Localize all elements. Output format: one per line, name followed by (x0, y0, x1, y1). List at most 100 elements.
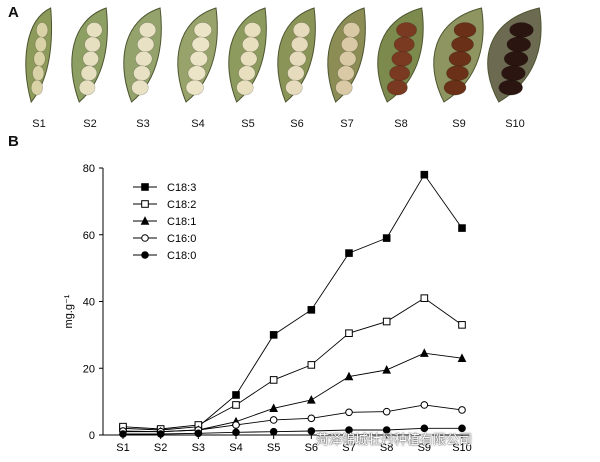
data-point (458, 224, 466, 232)
data-point (420, 170, 429, 179)
x-tick-label: S6 (305, 442, 318, 454)
seed (243, 22, 262, 38)
seed (337, 65, 355, 81)
seed (136, 36, 155, 53)
data-point (269, 376, 278, 384)
seed (185, 79, 204, 96)
seed (241, 36, 260, 53)
legend-marker (140, 216, 150, 225)
data-point (156, 430, 165, 438)
pod-label: S3 (136, 118, 150, 130)
seed (339, 50, 357, 67)
pod-label: S4 (191, 118, 205, 130)
series-line (122, 404, 463, 433)
seed (187, 65, 206, 81)
data-point (344, 371, 354, 381)
pod-label: S6 (290, 118, 304, 130)
legend-marker (141, 183, 149, 191)
watermark: 菏泽锦城牡丹种植有限公司 (316, 432, 473, 447)
x-tick-label: S9 (418, 442, 431, 454)
data-point (119, 430, 127, 438)
pod-label: S2 (83, 118, 97, 130)
seed (78, 79, 96, 96)
y-tick-label: 80 (83, 163, 95, 175)
pod-s7: S7 (322, 6, 372, 130)
y-tick-label: 0 (89, 430, 95, 442)
seed (135, 50, 153, 67)
series-line (122, 173, 463, 431)
y-tick-label: 40 (83, 297, 95, 309)
legend-marker (141, 251, 149, 259)
data-point (232, 391, 240, 399)
data-point (307, 427, 316, 435)
x-tick-label: S5 (267, 442, 280, 454)
legend-label: C18:3 (167, 182, 196, 194)
data-point (306, 395, 316, 404)
x-tick-label: S2 (154, 442, 167, 454)
pod-s2: S2 (66, 6, 114, 130)
data-point (458, 406, 466, 414)
seed (191, 36, 210, 53)
legend-label: C18:2 (167, 199, 196, 211)
seed (285, 79, 303, 96)
seed (238, 65, 256, 81)
seed (451, 36, 474, 53)
seed (240, 50, 258, 67)
data-point (345, 408, 353, 417)
data-point (382, 407, 391, 416)
seed (289, 50, 307, 67)
data-point (307, 414, 316, 423)
legend-label: C18:1 (167, 216, 196, 228)
seed-pod-row: S1 S2 S3 S4 S5 S6 S7 S8 S9 S10 (20, 6, 600, 130)
seed (287, 65, 305, 81)
x-tick-label: S4 (229, 442, 242, 454)
data-point (345, 249, 353, 257)
series-line (123, 352, 463, 433)
series-line (122, 297, 463, 430)
data-point (458, 321, 466, 329)
seed (86, 22, 103, 38)
y-axis-label: mg.g⁻¹ (63, 294, 75, 328)
data-point (420, 401, 429, 409)
seed (389, 65, 411, 81)
seed (290, 36, 309, 53)
data-point (232, 401, 240, 409)
data-point (345, 329, 353, 338)
pod-s4: S4 (172, 6, 224, 130)
pod-label: S8 (394, 118, 408, 130)
data-point (194, 429, 203, 438)
panel-label-a: A (8, 4, 19, 21)
data-point (382, 234, 391, 242)
data-point (269, 416, 278, 424)
seed (32, 65, 45, 81)
seed (340, 36, 359, 53)
data-point (420, 294, 429, 302)
seed (509, 22, 534, 38)
legend-marker (141, 200, 149, 208)
data-point (269, 427, 278, 436)
pod-label: S5 (241, 118, 255, 130)
data-point (232, 428, 240, 437)
seed (193, 22, 212, 38)
data-point (232, 421, 240, 429)
seed (386, 79, 408, 96)
seed (33, 50, 46, 67)
seed (391, 50, 413, 67)
seed (506, 36, 531, 53)
data-point (269, 331, 278, 339)
pod-s5: S5 (223, 6, 273, 130)
pod-s1: S1 (20, 6, 58, 130)
pod-s9: S9 (428, 6, 490, 130)
seed (448, 50, 472, 67)
legend-label: C16:0 (167, 233, 196, 245)
pod-s6: S6 (272, 6, 322, 130)
seed (30, 79, 43, 96)
seed (396, 22, 417, 38)
seed (84, 36, 101, 53)
seed (503, 50, 529, 67)
seed (236, 79, 254, 96)
pod-label: S9 (452, 118, 466, 130)
data-point (345, 426, 353, 434)
x-tick-label: S3 (192, 442, 205, 454)
pod-label: S1 (32, 118, 46, 130)
